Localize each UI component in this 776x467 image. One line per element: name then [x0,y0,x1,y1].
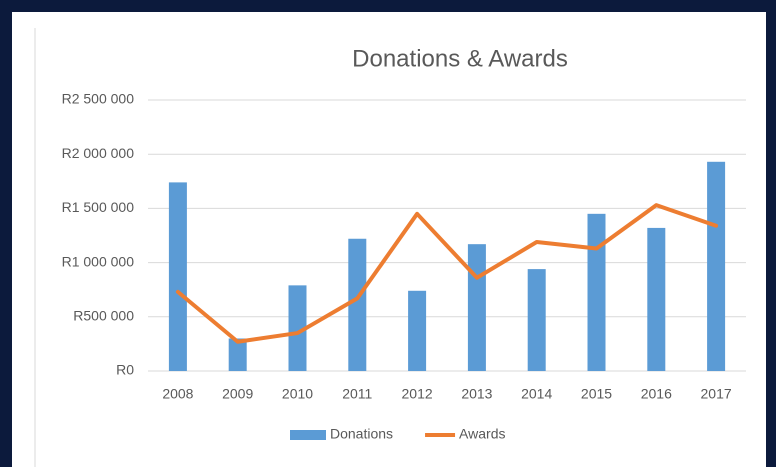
legend-swatch [290,430,326,440]
bar [587,213,606,371]
bar [408,290,427,371]
x-tick-label: 2016 [641,386,672,402]
legend-label: Donations [330,426,393,442]
bar [228,338,247,371]
y-tick-label: R1 000 000 [62,253,135,269]
bar [348,238,367,371]
y-tick-label: R500 000 [73,308,134,324]
bar [527,269,546,371]
x-tick-label: 2009 [222,386,253,402]
bar [288,285,307,371]
x-tick-label: 2012 [402,386,433,402]
y-tick-label: R2 500 000 [62,91,135,107]
x-tick-label: 2017 [701,386,732,402]
y-tick-label: R1 500 000 [62,199,135,215]
bar [168,182,187,371]
y-tick-label: R0 [116,362,134,378]
legend-label: Awards [459,426,505,442]
bar [707,161,726,371]
x-tick-label: 2008 [162,386,193,402]
x-tick-label: 2011 [342,386,372,402]
x-tick-label: 2010 [282,386,313,402]
line [175,203,719,344]
chart-title: Donations & Awards [352,45,568,72]
bar [467,244,486,371]
bar [647,227,666,371]
x-tick-label: 2014 [521,386,552,402]
y-tick-label: R2 000 000 [62,145,135,161]
x-tick-label: 2013 [461,386,492,402]
x-tick-label: 2015 [581,386,612,402]
chart-background [12,12,766,467]
